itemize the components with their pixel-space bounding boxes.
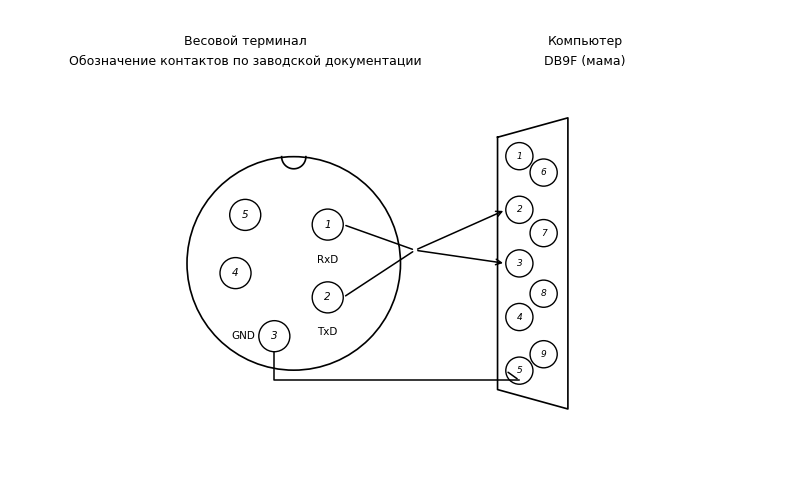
Text: 4: 4 (517, 312, 522, 322)
Text: 1: 1 (324, 220, 331, 229)
Text: DB9F (мама): DB9F (мама) (544, 55, 626, 68)
Text: GND: GND (231, 331, 255, 341)
Text: 8: 8 (541, 289, 546, 298)
Text: 9: 9 (541, 350, 546, 359)
Text: 3: 3 (271, 331, 278, 341)
Text: 3: 3 (517, 259, 522, 268)
Text: 5: 5 (242, 210, 248, 220)
Text: Компьютер: Компьютер (547, 35, 622, 48)
Text: 6: 6 (541, 168, 546, 177)
Text: RxD: RxD (317, 255, 338, 264)
Text: Весовой терминал: Весовой терминал (184, 35, 307, 48)
Text: 1: 1 (517, 152, 522, 161)
Text: 4: 4 (232, 268, 239, 278)
Text: 2: 2 (517, 205, 522, 214)
Text: Обозначение контактов по заводской документации: Обозначение контактов по заводской докум… (69, 55, 421, 68)
Text: 2: 2 (324, 292, 331, 303)
Text: TxD: TxD (317, 327, 338, 338)
Text: 5: 5 (517, 366, 522, 375)
Text: 7: 7 (541, 229, 546, 238)
